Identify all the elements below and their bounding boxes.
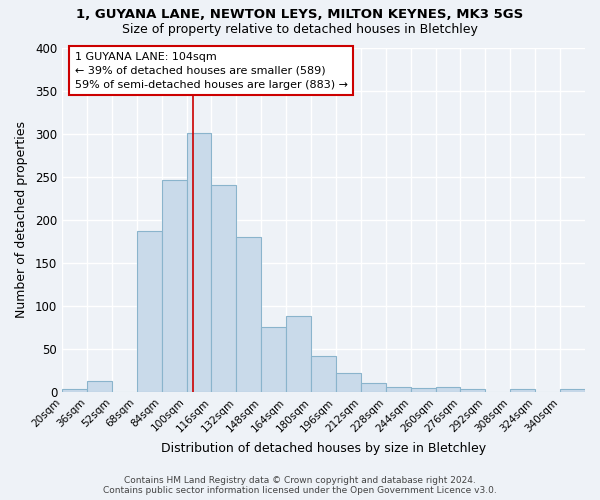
Bar <box>560 390 585 392</box>
Text: 1, GUYANA LANE, NEWTON LEYS, MILTON KEYNES, MK3 5GS: 1, GUYANA LANE, NEWTON LEYS, MILTON KEYN… <box>76 8 524 20</box>
Bar <box>311 356 336 392</box>
Bar <box>410 388 436 392</box>
Bar <box>510 390 535 392</box>
Text: Size of property relative to detached houses in Bletchley: Size of property relative to detached ho… <box>122 22 478 36</box>
Bar <box>161 180 187 392</box>
Bar <box>336 373 361 392</box>
Text: 1 GUYANA LANE: 104sqm
← 39% of detached houses are smaller (589)
59% of semi-det: 1 GUYANA LANE: 104sqm ← 39% of detached … <box>74 52 347 90</box>
Bar <box>137 231 161 392</box>
Bar <box>436 387 460 392</box>
Bar <box>460 390 485 392</box>
Bar <box>87 381 112 392</box>
Bar <box>386 387 410 392</box>
Bar <box>286 316 311 392</box>
Y-axis label: Number of detached properties: Number of detached properties <box>15 121 28 318</box>
X-axis label: Distribution of detached houses by size in Bletchley: Distribution of detached houses by size … <box>161 442 486 455</box>
Text: Contains HM Land Registry data © Crown copyright and database right 2024.
Contai: Contains HM Land Registry data © Crown c… <box>103 476 497 495</box>
Bar <box>261 328 286 392</box>
Bar <box>211 186 236 392</box>
Bar <box>62 390 87 392</box>
Bar <box>187 133 211 392</box>
Bar <box>361 384 386 392</box>
Bar <box>236 237 261 392</box>
